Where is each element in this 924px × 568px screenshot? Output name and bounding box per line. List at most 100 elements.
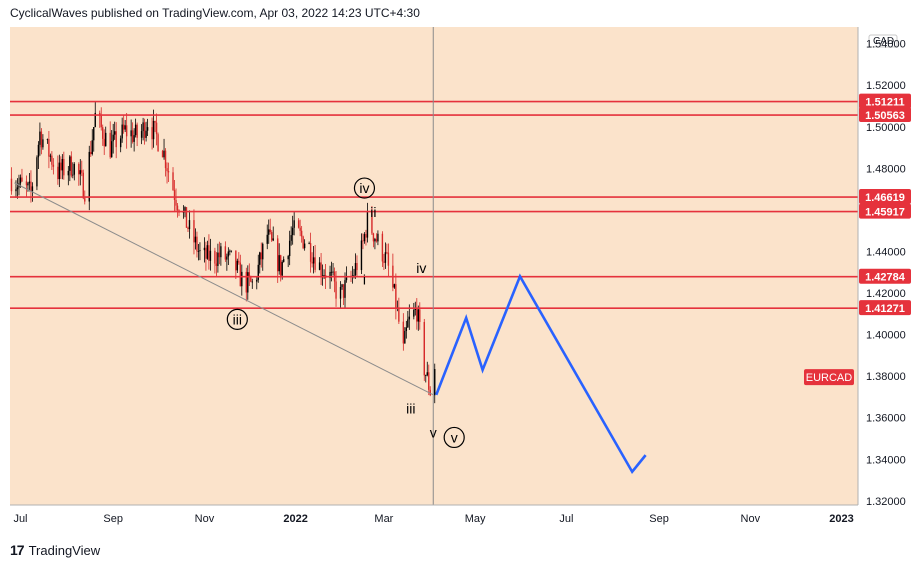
candle xyxy=(21,168,23,183)
candle-body xyxy=(277,238,279,272)
candle-body xyxy=(60,162,62,171)
candle-body xyxy=(27,183,29,186)
candle xyxy=(131,122,134,144)
candle-body xyxy=(52,164,55,167)
candle-body xyxy=(124,125,126,130)
candle xyxy=(90,140,92,158)
candle xyxy=(235,250,237,279)
wave-label-text: i xyxy=(363,272,366,288)
candle-body xyxy=(112,134,114,142)
candle-body xyxy=(206,245,209,259)
wave-label: iv xyxy=(416,260,426,276)
candle xyxy=(266,224,268,250)
candle-body xyxy=(36,157,38,187)
candle xyxy=(256,277,258,290)
level-badge: 1.45917 xyxy=(859,203,911,219)
candle-body xyxy=(321,275,324,277)
wave-label-text: iii xyxy=(233,311,242,327)
candle-body xyxy=(363,234,366,242)
candle xyxy=(377,230,379,246)
wave-label-text: iv xyxy=(359,180,369,196)
candle xyxy=(172,167,174,191)
candle xyxy=(16,178,19,199)
candle-body xyxy=(428,372,430,390)
y-tick-label: 1.54000 xyxy=(866,39,906,51)
candle xyxy=(102,124,104,146)
candle-body xyxy=(194,236,197,243)
candle-body xyxy=(157,134,159,151)
candle-body xyxy=(30,181,32,192)
drawings xyxy=(14,27,647,505)
candle-body xyxy=(199,250,201,252)
candle-body xyxy=(25,181,28,186)
level-badge: 1.41271 xyxy=(859,300,911,316)
candle-body xyxy=(408,316,411,320)
candle xyxy=(103,129,105,155)
candle xyxy=(109,121,111,159)
candle xyxy=(423,318,425,381)
candle xyxy=(398,297,400,324)
candle xyxy=(166,162,168,184)
candle xyxy=(395,273,397,320)
y-tick-label: 1.42000 xyxy=(866,288,906,300)
y-tick-label: 1.44000 xyxy=(866,246,906,258)
candle xyxy=(42,134,44,150)
candle xyxy=(318,257,321,271)
candle xyxy=(79,159,81,186)
level-badge: 1.42784 xyxy=(859,268,911,284)
y-tick-label: 1.34000 xyxy=(866,454,906,466)
candle-body xyxy=(131,130,134,142)
candle xyxy=(339,281,342,309)
candle-body xyxy=(51,155,53,165)
footer-brand[interactable]: TradingView xyxy=(28,542,101,558)
candle-body xyxy=(269,229,271,233)
candle xyxy=(342,284,345,306)
candle-body xyxy=(381,233,384,262)
candle-body xyxy=(151,127,153,140)
candle xyxy=(419,302,421,330)
candle-body xyxy=(81,170,83,173)
candle xyxy=(143,118,146,145)
candle xyxy=(269,218,271,235)
candle xyxy=(344,272,346,309)
candle-body xyxy=(425,375,427,377)
candle xyxy=(115,122,117,159)
candle xyxy=(297,218,300,229)
candle-body xyxy=(416,308,418,322)
candle xyxy=(173,180,176,213)
candle xyxy=(429,386,431,397)
candle xyxy=(230,250,233,253)
candle xyxy=(51,151,53,170)
tradingview-logo-icon: 17 xyxy=(10,542,25,558)
level-badge-text: 1.42784 xyxy=(865,272,906,284)
candle xyxy=(185,207,188,228)
candle xyxy=(167,162,170,182)
candle xyxy=(271,230,273,242)
candle xyxy=(67,166,70,186)
candle-body xyxy=(374,238,376,242)
candle xyxy=(302,235,304,250)
candle xyxy=(299,219,301,237)
candle-body xyxy=(256,279,258,282)
candle-body xyxy=(311,261,313,264)
candle xyxy=(208,234,210,270)
trendline xyxy=(14,182,434,396)
candle xyxy=(226,253,228,271)
candle xyxy=(321,264,324,286)
candle xyxy=(187,226,189,233)
candle xyxy=(405,320,408,339)
symbol-badge-text: EURCAD xyxy=(806,372,853,384)
candle-body xyxy=(341,284,343,287)
candle-body xyxy=(335,281,337,299)
candle xyxy=(91,129,93,156)
candle xyxy=(69,155,71,182)
publish-header: CyclicalWaves published on TradingView.c… xyxy=(10,6,420,20)
candle-body xyxy=(136,124,138,138)
candle-body xyxy=(309,243,312,262)
wave-label-text: iii xyxy=(406,400,415,416)
candle-body xyxy=(290,235,292,241)
candle xyxy=(371,205,373,236)
symbol-badge: EURCAD xyxy=(804,369,854,386)
